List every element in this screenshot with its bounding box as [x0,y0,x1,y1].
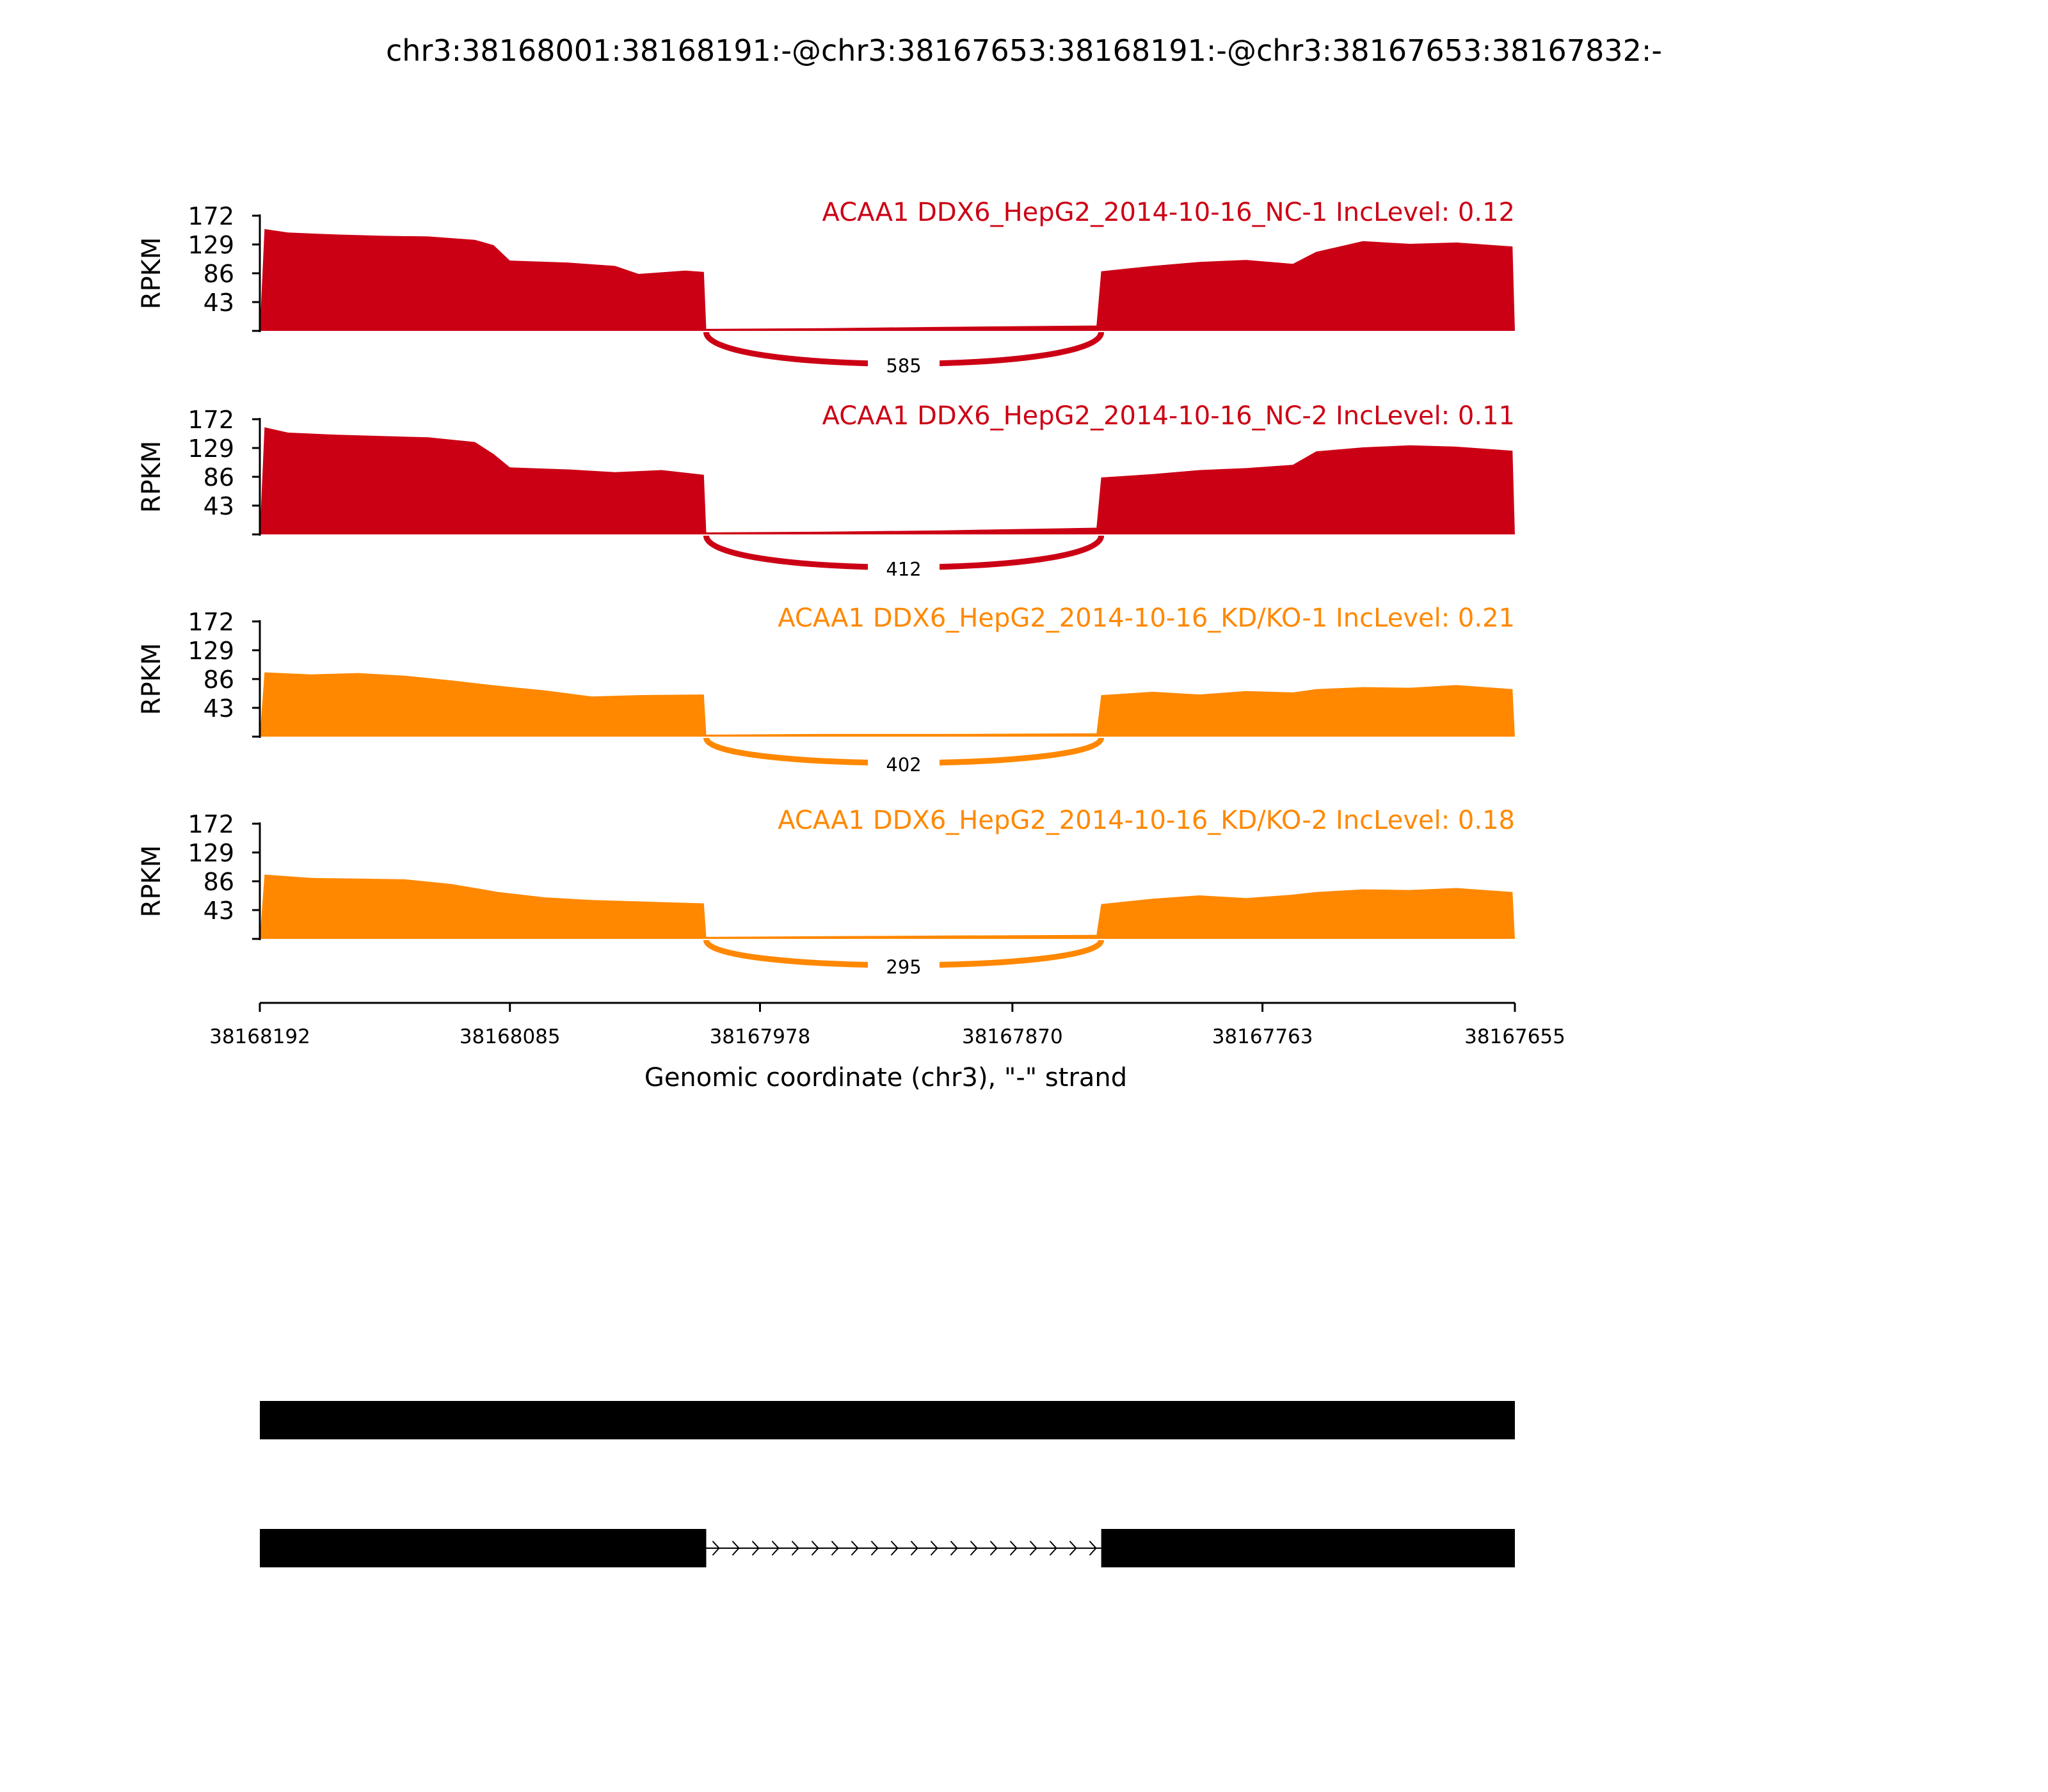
strand-arrow [910,1540,918,1556]
isoform-1 [260,1401,1515,1439]
coverage-area [260,874,1515,939]
x-tick-label: 38167978 [710,1025,811,1048]
junction-count: 402 [886,754,921,776]
strand-arrow [950,1540,958,1556]
y-axis-label: RPKM [137,237,166,310]
y-tick-label: 172 [188,810,234,838]
y-tick-label: 129 [188,231,234,259]
x-axis-label: Genomic coordinate (chr3), "-" strand [644,1063,1127,1092]
isoform-2 [260,1529,1515,1567]
y-tick-label: 129 [188,637,234,665]
junction-count: 295 [886,956,921,978]
y-tick-label: 86 [204,666,234,694]
strand-arrow [970,1540,978,1556]
strand-arrow [771,1540,780,1556]
track-label: ACAA1 DDX6_HepG2_2014-10-16_KD/KO-2 IncL… [778,806,1515,835]
coverage-area [260,427,1515,534]
isoform-models [260,1401,1515,1567]
strand-arrow [732,1540,740,1556]
y-tick-label: 86 [204,463,234,492]
strand-arrow [1089,1540,1097,1556]
track-label: ACAA1 DDX6_HepG2_2014-10-16_NC-1 IncLeve… [822,198,1515,227]
y-tick-label: 43 [204,897,234,925]
strand-arrow [930,1540,938,1556]
y-tick-label: 172 [188,202,234,230]
y-tick-label: 172 [188,608,234,636]
track-label: ACAA1 DDX6_HepG2_2014-10-16_KD/KO-1 IncL… [778,604,1515,633]
y-tick-label: 172 [188,406,234,434]
y-tick-label: 43 [204,492,234,520]
y-tick-label: 86 [204,260,234,288]
x-tick-label: 38168192 [209,1025,310,1048]
junction-count: 412 [886,559,921,580]
strand-arrow [791,1540,799,1556]
strand-arrow [989,1540,998,1556]
x-axis: 38168192 38168085 38167978 38167870 38167763… [209,1002,1565,1048]
x-tick-label: 38167655 [1464,1025,1565,1048]
junction-label-bg [868,553,940,582]
strand-arrow [890,1540,899,1556]
strand-arrow [1009,1540,1018,1556]
x-tick-label: 38167870 [962,1025,1063,1048]
strand-arrow [831,1540,839,1556]
junction-label-bg [868,951,940,979]
exon-block [260,1529,707,1567]
y-tick-label: 129 [188,435,234,463]
track-label: ACAA1 DDX6_HepG2_2014-10-16_NC-2 IncLeve… [822,401,1515,431]
strand-arrow [811,1540,819,1556]
junction-label-bg [868,349,940,378]
strand-arrow [870,1540,879,1556]
junction-count: 585 [886,355,921,377]
y-tick-label: 86 [204,868,234,896]
strand-arrow [1029,1540,1037,1556]
strand-arrow [851,1540,859,1556]
y-tick-label: 129 [188,839,234,867]
strand-arrow [1049,1540,1057,1556]
y-tick-label: 43 [204,694,234,723]
coverage-area [260,228,1515,331]
x-tick-label: 38167763 [1212,1025,1313,1048]
y-axis-label: RPKM [137,643,166,716]
strand-arrow [751,1540,760,1556]
y-axis-label: RPKM [137,845,166,918]
exon-block [260,1401,1515,1439]
strand-arrow [712,1540,720,1556]
exon-block [1101,1529,1515,1567]
chart-title: chr3:38168001:38168191:-@chr3:38167653:3… [386,33,1662,68]
strand-arrow [1069,1540,1077,1556]
junction-label-bg [868,749,940,777]
x-tick-label: 38168085 [460,1025,561,1048]
coverage-area [260,672,1515,737]
y-axis-label: RPKM [137,441,166,513]
y-tick-label: 43 [204,289,234,317]
